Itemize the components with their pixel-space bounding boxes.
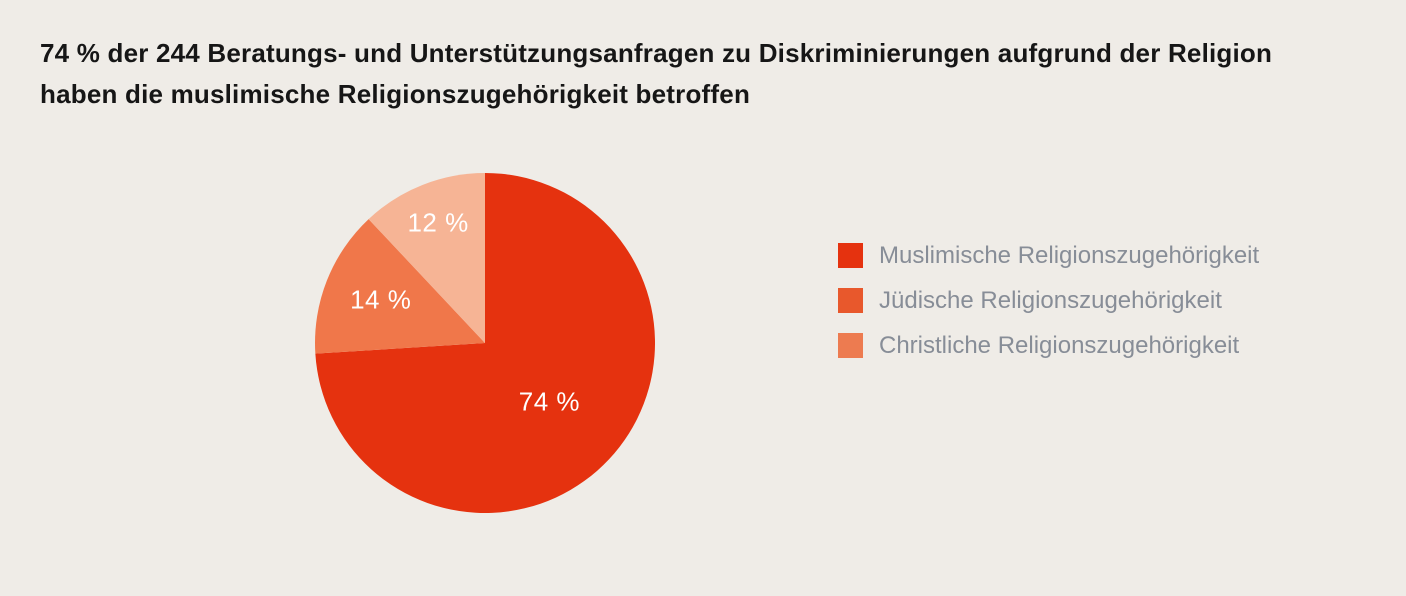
legend-label-muslimische: Muslimische Religionszugehörigkeit xyxy=(879,242,1260,269)
pie-chart-svg: 74 % 14 % 12 % xyxy=(315,173,655,513)
legend-item-muslimische: Muslimische Religionszugehörigkeit xyxy=(838,243,1259,268)
pie-slice-1 xyxy=(315,173,655,513)
legend-swatch-muslimische xyxy=(838,243,863,268)
chart-title: 74 % der 244 Beratungs- und Unterstützun… xyxy=(40,33,1346,115)
legend-item-juedische: Jüdische Religionszugehörigkeit xyxy=(838,288,1259,313)
pie-slice-label-1: 74 % xyxy=(519,386,580,416)
pie-slice-3 xyxy=(368,173,485,343)
legend-label-christliche: Christliche Religionszugehörigkeit xyxy=(879,332,1240,359)
pie-slice-label-3: 12 % xyxy=(407,207,468,237)
pie-slice-label-2: 14 % xyxy=(350,285,411,315)
pie-chart: 74 % 14 % 12 % xyxy=(315,173,655,513)
legend-swatch-christliche xyxy=(838,333,863,358)
legend: Muslimische Religionszugehörigkeit Jüdis… xyxy=(838,243,1259,378)
chart-title-line-1: 74 % der 244 Beratungs- und Unterstützun… xyxy=(40,38,1273,68)
legend-item-christliche: Christliche Religionszugehörigkeit xyxy=(838,333,1259,358)
chart-title-line-2: haben die muslimische Religionszugehörig… xyxy=(40,79,751,109)
legend-label-juedische: Jüdische Religionszugehörigkeit xyxy=(879,287,1222,314)
pie-slice-2 xyxy=(315,219,485,354)
legend-swatch-juedische xyxy=(838,288,863,313)
